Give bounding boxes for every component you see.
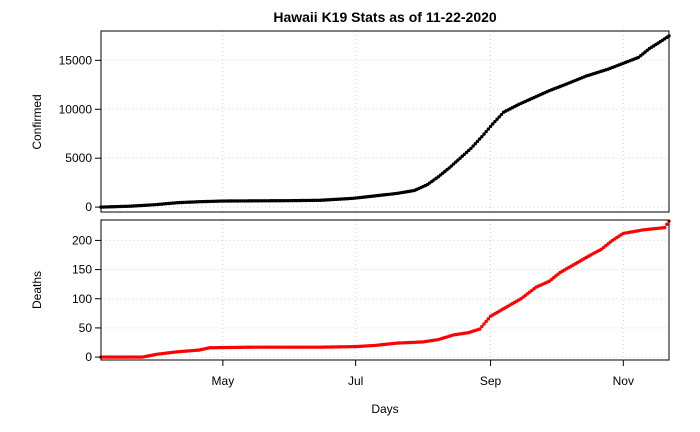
confirmed-series xyxy=(99,34,671,209)
x-tick-label: Sep xyxy=(480,374,502,388)
confirmed-y-label: Confirmed xyxy=(30,94,44,149)
confirmed-panel: 0 5000 10000 15000 Confirmed xyxy=(30,30,671,214)
confirmed-data-point xyxy=(456,158,460,162)
confirmed-data-point xyxy=(449,164,454,168)
deaths-plot-frame xyxy=(100,219,670,361)
confirmed-data-point xyxy=(458,156,462,160)
confirmed-y-axis: 0 5000 10000 15000 xyxy=(59,53,101,214)
confirmed-data-point xyxy=(499,112,504,117)
deaths-grid xyxy=(101,220,669,360)
deaths-data-point xyxy=(486,317,491,321)
confirmed-data-point xyxy=(495,117,499,121)
confirmed-data-point xyxy=(451,162,456,166)
confirmed-data-point xyxy=(473,142,478,146)
confirmed-data-point xyxy=(484,129,488,134)
deaths-data-point xyxy=(662,225,667,230)
confirmed-data-point xyxy=(460,154,464,158)
chart-title: Hawaii K19 Stats as of 11-22-2020 xyxy=(273,9,497,25)
confirmed-data-point xyxy=(454,160,458,164)
confirmed-y-tick-label: 0 xyxy=(85,200,92,214)
deaths-data-point xyxy=(484,319,488,324)
deaths-y-tick-label: 0 xyxy=(85,350,92,364)
confirmed-data-point xyxy=(475,139,480,144)
confirmed-plot-frame xyxy=(100,30,670,213)
confirmed-data-point xyxy=(482,132,486,136)
confirmed-data-point xyxy=(497,115,501,119)
confirmed-grid xyxy=(101,31,669,212)
confirmed-y-tick-label: 15000 xyxy=(59,53,93,67)
x-tick-label: May xyxy=(212,374,235,388)
deaths-data-point xyxy=(482,322,486,326)
deaths-y-axis: 0 50 100 150 200 xyxy=(72,233,101,364)
confirmed-data-point xyxy=(447,166,451,170)
confirmed-y-tick-label: 5000 xyxy=(65,151,92,165)
confirmed-data-point xyxy=(480,134,484,139)
confirmed-data-point xyxy=(464,150,469,155)
confirmed-data-point xyxy=(491,122,495,126)
confirmed-data-point xyxy=(493,119,497,124)
deaths-data-point xyxy=(665,222,669,227)
deaths-data-point xyxy=(480,324,484,329)
deaths-data-point xyxy=(477,327,482,331)
x-axis: May Jul Sep Nov xyxy=(212,360,634,388)
deaths-y-tick-label: 100 xyxy=(72,292,92,306)
x-axis-label: Days xyxy=(371,402,398,416)
confirmed-data-point xyxy=(462,152,467,156)
x-tick-label: Nov xyxy=(613,374,634,388)
x-tick-label: Jul xyxy=(348,374,363,388)
confirmed-y-tick-label: 10000 xyxy=(59,102,93,116)
deaths-series xyxy=(99,219,671,359)
deaths-y-tick-label: 200 xyxy=(72,233,92,247)
confirmed-data-point xyxy=(486,127,491,131)
confirmed-data-point xyxy=(488,124,493,129)
confirmed-data-point xyxy=(469,146,473,151)
deaths-y-tick-label: 50 xyxy=(79,321,93,335)
confirmed-data-point xyxy=(467,148,471,153)
deaths-y-label: Deaths xyxy=(30,271,44,309)
confirmed-data-point xyxy=(477,137,482,141)
deaths-y-tick-label: 150 xyxy=(72,263,92,277)
deaths-panel: 0 50 100 150 200 May Jul Sep Nov Deaths Days xyxy=(30,219,671,416)
confirmed-data-point xyxy=(471,144,475,148)
